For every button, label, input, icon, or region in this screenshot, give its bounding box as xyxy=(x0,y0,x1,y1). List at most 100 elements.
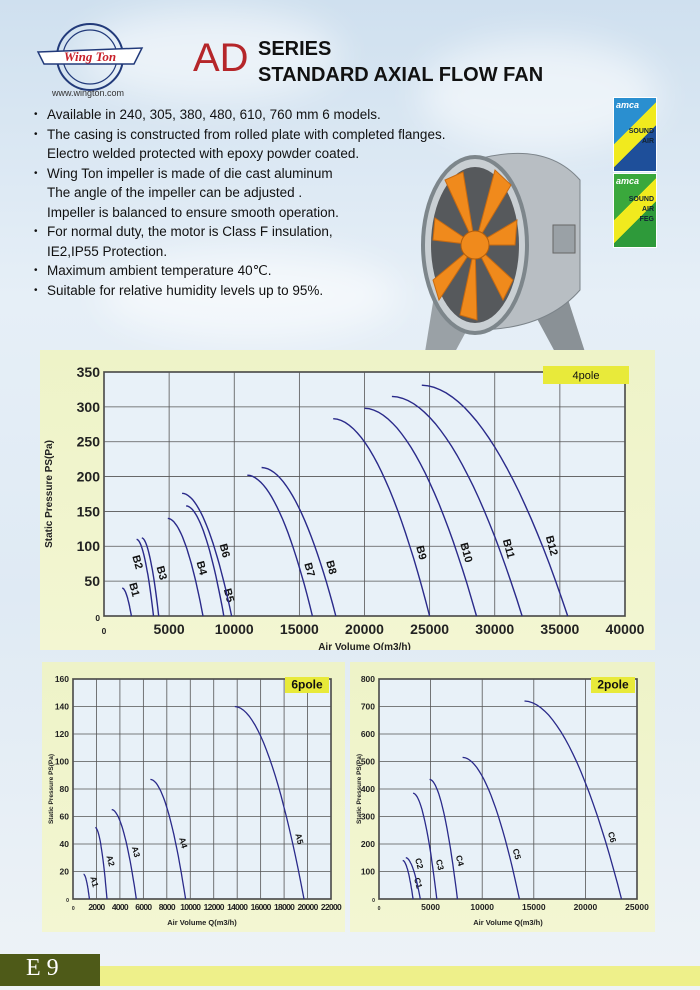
chart-panel-4pole: 0 5000 10000 15000 20000 25000 30000 35000 40000… xyxy=(40,350,655,650)
curve-c1 xyxy=(402,859,414,900)
chart-title: 2pole xyxy=(597,678,629,692)
y-tick-label: 250 xyxy=(77,434,101,450)
wington-logo: Wing Ton xyxy=(36,23,144,91)
y-tick-label: 0 xyxy=(372,898,375,904)
curve-label: C5 xyxy=(511,847,524,860)
curve-label: B1 xyxy=(126,581,141,598)
chart-title: 6pole xyxy=(291,678,323,692)
website-url: www.wington.com xyxy=(52,88,125,98)
feature-item: Maximum ambient temperature 40℃. xyxy=(34,261,445,281)
x-axis-label: Air Volume Q(m3/h) xyxy=(167,918,237,927)
y-tick-label: 350 xyxy=(77,364,101,380)
curve-a2 xyxy=(95,826,108,900)
curve-label: A5 xyxy=(293,832,306,845)
feature-item: Impeller is balanced to ensure smooth op… xyxy=(47,204,339,220)
badge-label: FEG xyxy=(639,216,654,223)
curve-label: C6 xyxy=(606,831,619,844)
x-tick-label: 14000 xyxy=(227,902,248,912)
page-title: SERIES STANDARD AXIAL FLOW FAN xyxy=(258,36,543,88)
y-axis-label: Static Pressure PS(Pa) xyxy=(44,440,55,548)
x-tick-label: 22000 xyxy=(321,902,342,912)
chart-title-tag xyxy=(543,366,629,384)
curve-b2 xyxy=(136,538,155,617)
y-tick-label: 40 xyxy=(60,839,70,849)
y-tick-label: 20 xyxy=(60,866,70,876)
curve-b7 xyxy=(247,474,314,617)
curve-c6 xyxy=(524,700,623,900)
x-tick-label: 20000 xyxy=(574,902,598,912)
x-tick-label: 12000 xyxy=(204,902,225,912)
curve-label: C4 xyxy=(454,854,467,867)
amca-certification-badge: amca SOUND AIR FEG xyxy=(613,173,657,248)
x-tick-label: 30000 xyxy=(475,621,514,637)
y-tick-label: 500 xyxy=(361,756,375,766)
curve-label: B12 xyxy=(543,534,560,557)
y-tick-label: 80 xyxy=(60,784,70,794)
feature-item: The casing is constructed from rolled pl… xyxy=(34,125,445,145)
curve-label: B3 xyxy=(154,565,169,582)
y-tick-label: 300 xyxy=(77,399,101,415)
y-axis-label: Static Pressure PS(Pa) xyxy=(356,754,363,824)
curve-b4 xyxy=(167,517,204,617)
badge-label: AIR xyxy=(641,138,654,145)
curve-label: A3 xyxy=(130,845,143,858)
curve-b10 xyxy=(364,407,478,617)
page-number: E 9 xyxy=(0,954,100,986)
x-tick-label: 5000 xyxy=(421,902,440,912)
curve-label: B7 xyxy=(301,561,316,578)
x-tick-label: 10000 xyxy=(215,621,254,637)
curve-label: A2 xyxy=(104,854,117,867)
feature-item: Wing Ton impeller is made of die cast al… xyxy=(34,164,445,184)
y-tick-label: 160 xyxy=(55,674,69,684)
y-tick-label: 150 xyxy=(77,503,101,519)
curve-b9 xyxy=(333,418,431,617)
x-tick-label: 20000 xyxy=(345,621,384,637)
y-tick-label: 700 xyxy=(361,701,375,711)
logo-text: Wing Ton xyxy=(64,49,116,64)
y-tick-label: 50 xyxy=(84,573,100,589)
x-tick-label: 35000 xyxy=(540,621,579,637)
x-tick-label: 0 xyxy=(102,626,107,636)
chart-title-tag xyxy=(591,677,635,693)
curve-label: B9 xyxy=(413,544,428,561)
curve-label: B2 xyxy=(129,554,144,571)
x-tick-label: 2000 xyxy=(88,902,105,912)
chart-4pole: 0 5000 10000 15000 20000 25000 30000 35000 40000… xyxy=(44,364,645,650)
feature-item: Available in 240, 305, 380, 480, 610, 76… xyxy=(34,105,445,125)
chart-6pole: 0 2000 4000 6000 8000 10000 12000 14000 16000 180… xyxy=(48,674,343,927)
x-tick-label: 8000 xyxy=(159,902,176,912)
footer: E 9 xyxy=(0,950,700,990)
curve-label: B10 xyxy=(457,541,474,564)
curve-b11 xyxy=(391,395,523,617)
feature-item: IE2,IP55 Protection. xyxy=(47,243,168,259)
y-tick-label: 200 xyxy=(77,468,101,484)
curve-label: B11 xyxy=(500,538,517,560)
x-tick-label: 10000 xyxy=(180,902,201,912)
curve-c4 xyxy=(429,778,459,900)
curve-b1 xyxy=(122,587,133,617)
y-tick-label: 100 xyxy=(361,866,375,876)
curve-label: C2 xyxy=(413,857,426,870)
chart-title-tag xyxy=(285,677,329,693)
x-tick-label: 5000 xyxy=(154,621,185,637)
x-tick-label: 25000 xyxy=(625,902,649,912)
curve-label: C1 xyxy=(412,876,425,889)
curve-label: B5 xyxy=(221,587,236,604)
x-tick-label: 4000 xyxy=(112,902,129,912)
x-tick-label: 15000 xyxy=(280,621,319,637)
badge-label: SOUND xyxy=(628,128,654,135)
feature-item: Suitable for relative humidity levels up… xyxy=(34,281,445,301)
y-tick-label: 0 xyxy=(95,613,100,623)
curve-a3 xyxy=(111,808,137,900)
series-code: AD xyxy=(193,36,249,80)
curve-label: B6 xyxy=(217,542,232,559)
curve-b12 xyxy=(421,384,569,617)
x-tick-label: 0 xyxy=(378,906,381,912)
y-tick-label: 800 xyxy=(361,674,375,684)
x-tick-label: 40000 xyxy=(606,621,645,637)
curve-a1 xyxy=(83,873,91,900)
feature-list: Available in 240, 305, 380, 480, 610, 76… xyxy=(34,105,445,300)
footer-bar xyxy=(0,966,700,986)
curve-a5 xyxy=(234,705,305,900)
curve-label: C3 xyxy=(434,858,447,871)
